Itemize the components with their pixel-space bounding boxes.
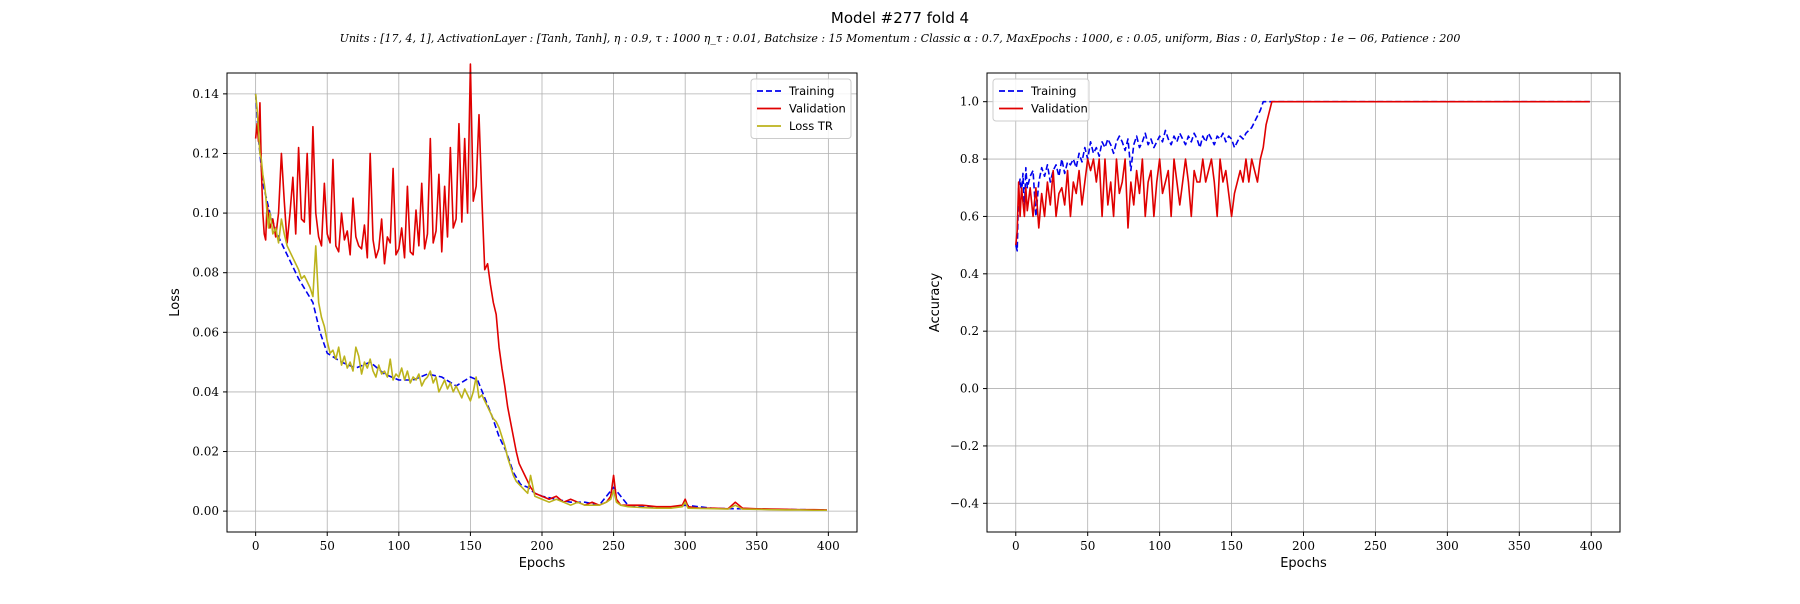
series-line-validation: [254, 63, 827, 511]
legend-label: Training: [788, 84, 834, 98]
x-tick-label: 50: [320, 539, 335, 553]
loss-chart: 0 50 100 150 200 250 300 350 400 0.00 0.02 0.04 0.06…: [168, 63, 858, 571]
legend-box: [750, 78, 852, 139]
x-tick-label: 300: [674, 539, 697, 553]
y-tick-label: 0.10: [192, 206, 219, 220]
x-tick-label: 50: [1080, 539, 1095, 553]
y-tick-label: 0.04: [192, 385, 219, 399]
x-tick-label: 400: [817, 539, 840, 553]
x-axis-label: Epochs: [1280, 556, 1327, 571]
x-tick-label: 250: [1364, 539, 1387, 553]
y-tick-label: 0.08: [192, 266, 219, 280]
y-tick-label: 0.0: [960, 382, 979, 396]
x-tick-label: 200: [531, 539, 554, 553]
x-axis-label: Epochs: [519, 556, 566, 571]
x-tick-label: 100: [1148, 539, 1171, 553]
legend: Training Validation: [992, 78, 1090, 122]
y-tick-label: −0.4: [950, 496, 980, 510]
y-axis-label: Loss: [168, 288, 183, 317]
y-tick-label: 0.2: [960, 324, 979, 338]
y-tick-label: 0.02: [192, 445, 219, 459]
x-tick-label: 0: [1012, 539, 1020, 553]
y-tick-label: 0.12: [192, 146, 219, 160]
series-line-loss-tr: [254, 93, 827, 512]
x-tick-label: 300: [1436, 539, 1459, 553]
y-tick-label: 0.8: [960, 152, 979, 166]
y-tick-label: −0.2: [950, 439, 979, 453]
x-tick-label: 250: [602, 539, 625, 553]
legend-label: Validation: [789, 102, 846, 116]
x-tick-label: 150: [459, 539, 482, 553]
legend: Training Validation Loss TR: [750, 78, 852, 139]
accuracy-chart: 0 50 100 150 200 250 300 350 400 −0.4 −0.2 0.0 0.2 0.…: [928, 72, 1621, 571]
y-tick-label: 0.06: [192, 325, 219, 339]
x-tick-label: 100: [387, 539, 410, 553]
x-tick-label: 200: [1292, 539, 1315, 553]
y-tick-label: 0.14: [192, 87, 219, 101]
x-tick-label: 350: [1508, 539, 1531, 553]
y-tick-label: 0.4: [960, 267, 979, 281]
x-tick-label: 400: [1580, 539, 1603, 553]
x-tick-label: 350: [745, 539, 768, 553]
series-line-training: [1014, 100, 1590, 252]
y-tick-label: 0.6: [960, 209, 979, 223]
series-line-validation: [1014, 100, 1590, 246]
legend-label: Training: [1030, 84, 1076, 98]
y-axis-label: Accuracy: [928, 273, 943, 333]
x-tick-label: 150: [1220, 539, 1243, 553]
y-tick-label: 0.00: [192, 504, 219, 518]
y-tick-label: 1.0: [960, 95, 979, 109]
legend-box: [992, 78, 1090, 122]
figure-title: Model #277 fold 4: [831, 9, 969, 27]
x-tick-label: 0: [252, 539, 260, 553]
figure-subtitle: Units : [17, 4, 1], ActivationLayer : [T…: [340, 32, 1461, 45]
legend-label: Validation: [1031, 102, 1088, 116]
legend-label: Loss TR: [789, 119, 833, 133]
series-line-training: [254, 93, 827, 511]
